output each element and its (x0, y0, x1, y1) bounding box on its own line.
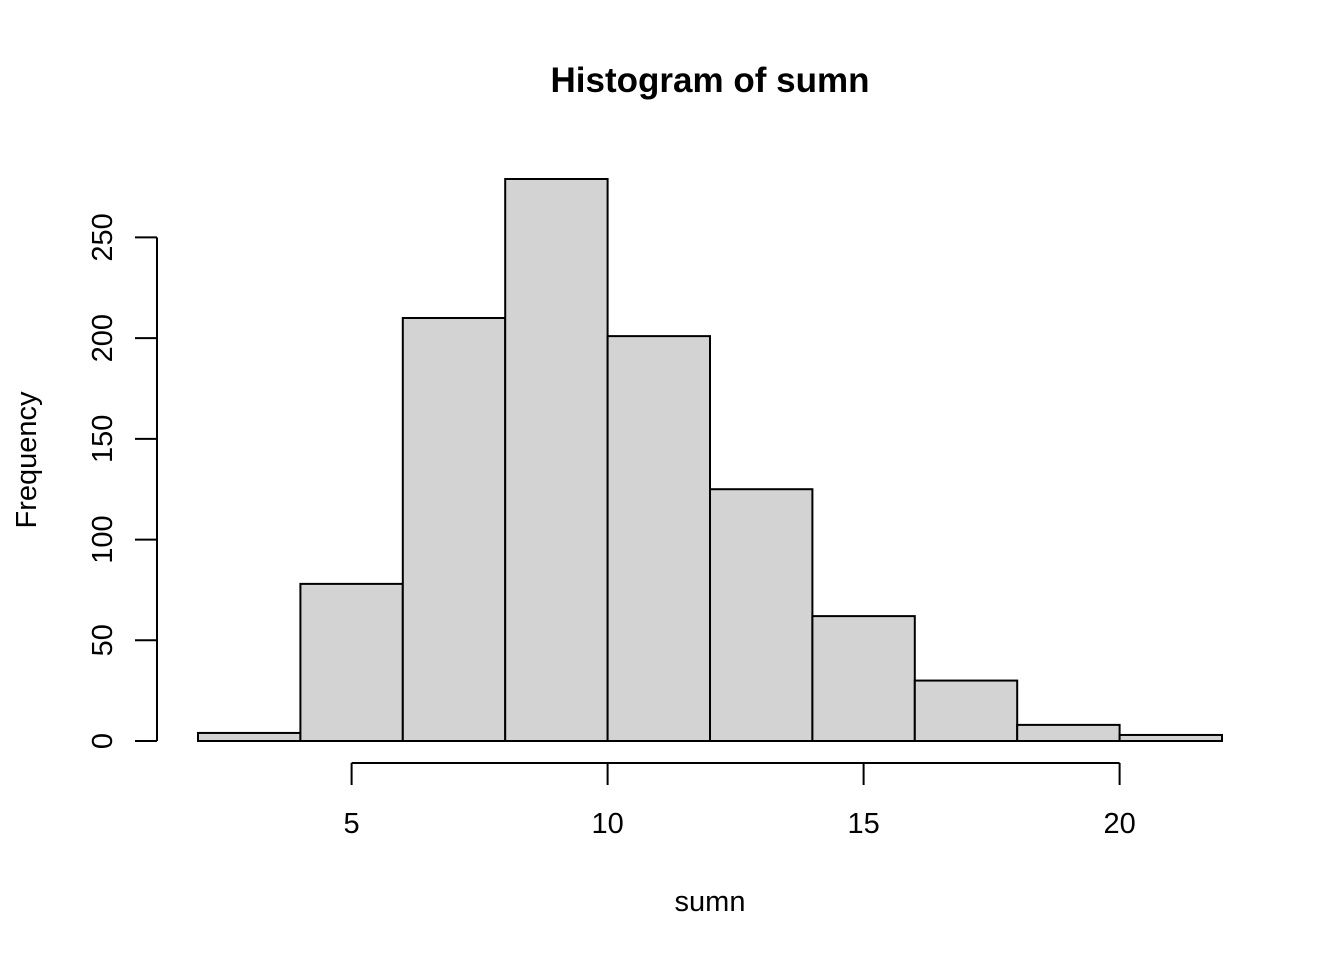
histogram-bar-10 (1118, 733, 1223, 742)
chart-title: Histogram of sumn (551, 61, 870, 100)
y-tick-label-5: 200 (87, 314, 119, 362)
histogram-bar-8 (913, 679, 1019, 742)
y-tick-label-4: 150 (87, 415, 119, 463)
y-tick-label-6: 250 (87, 213, 119, 261)
histogram-bar-7 (811, 615, 916, 742)
histogram-bar-2 (299, 582, 404, 742)
y-tick-label-3: 100 (87, 515, 119, 563)
bars-group (197, 178, 1223, 743)
histogram-bar-5 (606, 335, 711, 742)
y-tick-label-2: 50 (87, 624, 119, 656)
histogram-bar-1 (197, 731, 302, 742)
histogram-bar-3 (401, 316, 507, 742)
x-axis-label: sumn (675, 886, 746, 918)
x-tick-label-1: 5 (344, 808, 360, 840)
histogram-bar-6 (709, 488, 814, 742)
x-tick-label-4: 20 (1103, 808, 1135, 840)
x-tick-label-3: 15 (847, 808, 879, 840)
histogram-bar-4 (504, 178, 609, 742)
histogram-bar-9 (1016, 723, 1121, 743)
y-tick-label-1: 0 (87, 733, 119, 749)
y-axis-label: Frequency (11, 391, 43, 529)
x-tick-label-2: 10 (591, 808, 623, 840)
x-axis: 5 10 15 20 (344, 762, 1136, 840)
y-axis: 0 50 100 150 200 250 (87, 213, 158, 749)
